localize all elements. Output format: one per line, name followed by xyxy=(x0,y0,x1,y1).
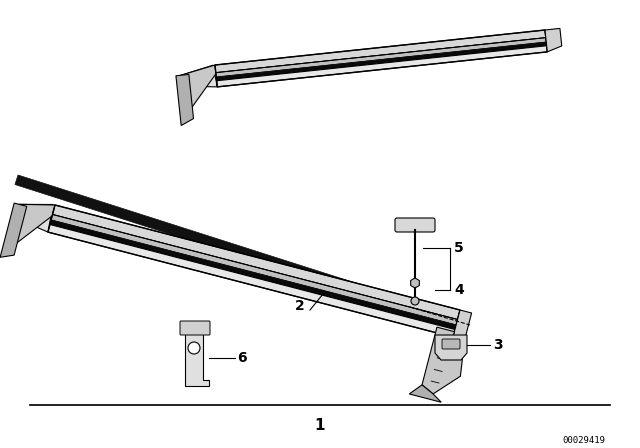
Text: 4: 4 xyxy=(454,283,464,297)
Polygon shape xyxy=(15,204,53,232)
Polygon shape xyxy=(217,46,547,87)
Polygon shape xyxy=(7,204,55,250)
Polygon shape xyxy=(422,327,465,394)
Polygon shape xyxy=(453,310,472,340)
Text: 3: 3 xyxy=(493,338,502,352)
Polygon shape xyxy=(185,330,209,386)
Polygon shape xyxy=(0,203,27,257)
Polygon shape xyxy=(52,205,460,319)
Polygon shape xyxy=(176,74,193,125)
Polygon shape xyxy=(50,220,456,330)
Text: 5: 5 xyxy=(454,241,464,255)
Polygon shape xyxy=(216,38,547,77)
Circle shape xyxy=(411,297,419,305)
Text: 1: 1 xyxy=(315,418,325,432)
FancyBboxPatch shape xyxy=(395,218,435,232)
Polygon shape xyxy=(181,65,216,116)
Polygon shape xyxy=(48,224,455,337)
Polygon shape xyxy=(410,385,441,402)
Polygon shape xyxy=(435,335,467,360)
Text: 6: 6 xyxy=(237,351,246,365)
Polygon shape xyxy=(216,42,547,81)
Polygon shape xyxy=(215,30,546,73)
Polygon shape xyxy=(545,28,562,52)
FancyBboxPatch shape xyxy=(442,339,460,349)
Polygon shape xyxy=(51,215,458,325)
Polygon shape xyxy=(181,65,218,87)
Polygon shape xyxy=(15,175,440,319)
Text: 00029419: 00029419 xyxy=(562,435,605,444)
Circle shape xyxy=(188,342,200,354)
FancyBboxPatch shape xyxy=(180,321,210,335)
Text: 2: 2 xyxy=(295,299,305,313)
